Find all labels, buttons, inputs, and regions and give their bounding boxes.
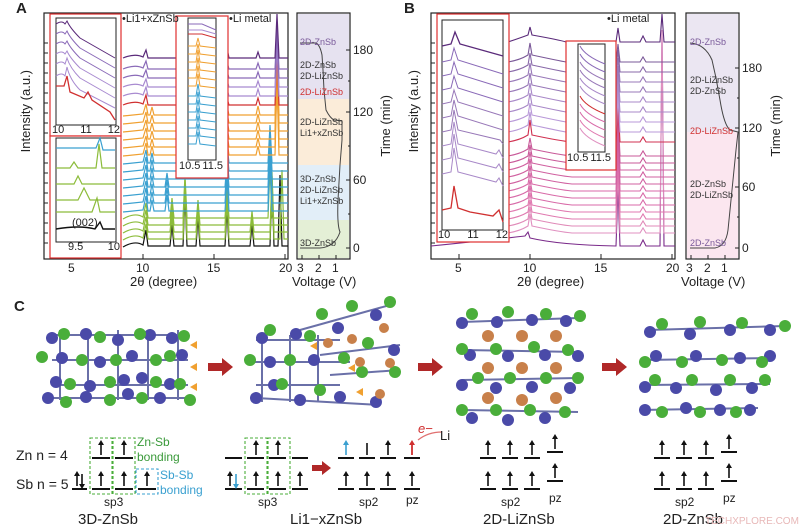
panel-a-annotation-li-metal: •Li metal	[229, 13, 272, 25]
panel-b-inset2-ticks: 10.5 11.5	[567, 152, 612, 164]
panel-c-label: C	[14, 298, 25, 315]
panel-a-xtick-20: 20	[279, 261, 293, 275]
panel-a-xlabel: 2θ (degree)	[130, 274, 198, 289]
panel-a-inset2-label: (002)	[72, 217, 98, 229]
panel-b-side-xlabel: Voltage (V)	[681, 274, 746, 289]
znsb-bonding-label: Zn-Sb bonding	[137, 435, 180, 464]
panel-a-side-ytick-0: 0	[353, 241, 360, 255]
sbsb-bonding-label: Sb-Sb bonding	[160, 468, 203, 497]
structure-2d-znsb	[639, 316, 791, 418]
panel-b-side-ytick-120: 120	[742, 121, 763, 135]
panel-a-phase-6: 3D-ZnSb	[300, 238, 337, 248]
electron-label: e−	[418, 421, 433, 436]
panel-a-xtick-5: 5	[68, 261, 75, 275]
panel-a-side-ylabel: Time (min)	[378, 95, 393, 157]
panel-a-phase-3: 2D-LiZnSb	[300, 87, 344, 97]
structure-title-li1-x-znsb: Li1−xZnSb	[290, 511, 363, 528]
structure-2d-liznsb	[456, 306, 586, 426]
panel-a-side-xlabel: Voltage (V)	[292, 274, 357, 289]
panel-b-phase-5: 2D-ZnSb	[690, 238, 727, 248]
zn-level-label: Zn n = 4	[16, 447, 68, 463]
panel-b-ylabel: Intensity (a.u.)	[406, 70, 421, 153]
panel-b-xtick-20: 20	[666, 261, 680, 275]
panel-a-phase-4: 2D-LiZnSb Li1+xZnSb	[300, 117, 344, 138]
sp2-label-2: sp2	[501, 495, 521, 509]
panel-a-side-xtick-3: 3	[297, 261, 304, 275]
panel-b-xtick-15: 15	[594, 261, 608, 275]
panel-b-side-xtick-2: 2	[704, 261, 711, 275]
pz-label-2: pz	[549, 491, 562, 505]
panel-a-side-ytick-180: 180	[353, 43, 374, 57]
sp3-label-2: sp3	[258, 495, 278, 509]
panel-a-phase-5: 3D-ZnSb 2D-LiZnSb Li1+xZnSb	[300, 174, 344, 206]
panel-a-inset3-ticks: 10.5 11.5	[179, 160, 224, 172]
panel-a-phase-1: 2D-ZnSb	[300, 37, 337, 47]
panel-a-annotation-li-znsb: •Li1+xZnSb	[122, 13, 179, 25]
structure-title-2d-liznsb: 2D-LiZnSb	[483, 511, 555, 528]
structure-li1-x-znsb	[244, 296, 401, 408]
panel-b-inset1-ticks: 10 11 12	[438, 229, 508, 241]
panel-a-inset2-ticks: 9.5 10	[68, 241, 120, 253]
panel-b-phase-1: 2D-ZnSb	[690, 37, 727, 47]
panel-b-side-ytick-0: 0	[742, 241, 749, 255]
panel-b-annotation-li-metal: •Li metal	[607, 13, 650, 25]
panel-a-label: A	[16, 0, 27, 17]
watermark: TECHXPLORE.COM	[705, 516, 799, 527]
structure-title-2d-znsb: 2D-ZnSb	[663, 511, 724, 528]
sp3-label-1: sp3	[104, 495, 124, 509]
panel-b-phase-4: 2D-ZnSb 2D-LiZnSb	[690, 179, 734, 200]
li-label: Li	[440, 428, 451, 443]
panel-b-xtick-5: 5	[455, 261, 462, 275]
panel-b-side-ylabel: Time (min)	[768, 95, 783, 157]
panel-a-side-ytick-120: 120	[353, 105, 374, 119]
sb-level-label: Sb n = 5	[16, 476, 69, 492]
panel-a-side-ytick-60: 60	[353, 173, 367, 187]
pz-label-3: pz	[723, 491, 736, 505]
structure-title-3d-znsb: 3D-ZnSb	[78, 511, 139, 528]
panel-b-phase-3: 2D-LiZnSb	[690, 126, 734, 136]
sp2-label-1: sp2	[359, 495, 379, 509]
structure-3d-znsb	[36, 328, 197, 408]
panel-b-side-ytick-180: 180	[742, 61, 763, 75]
panel-b-side-xtick-1: 1	[721, 261, 728, 275]
panel-b-xtick-10: 10	[523, 261, 537, 275]
panel-b-label: B	[404, 0, 415, 17]
sp2-label-3: sp2	[675, 495, 695, 509]
panel-b-phase-2: 2D-LiZnSb 2D-ZnSb	[690, 75, 734, 96]
pz-label-1: pz	[406, 493, 419, 507]
panel-b-side-ytick-60: 60	[742, 180, 756, 194]
panel-a-inset1-ticks: 10 11 12	[52, 124, 120, 136]
panel-a-xtick-10: 10	[136, 261, 150, 275]
panel-b-side-xtick-3: 3	[686, 261, 693, 275]
panel-b-xlabel: 2θ (degree)	[517, 274, 585, 289]
panel-a-xtick-15: 15	[207, 261, 221, 275]
panel-a-phase-2: 2D-ZnSb 2D-LiZnSb	[300, 60, 344, 81]
panel-a-side-xtick-2: 2	[315, 261, 322, 275]
panel-a-side-xtick-1: 1	[332, 261, 339, 275]
